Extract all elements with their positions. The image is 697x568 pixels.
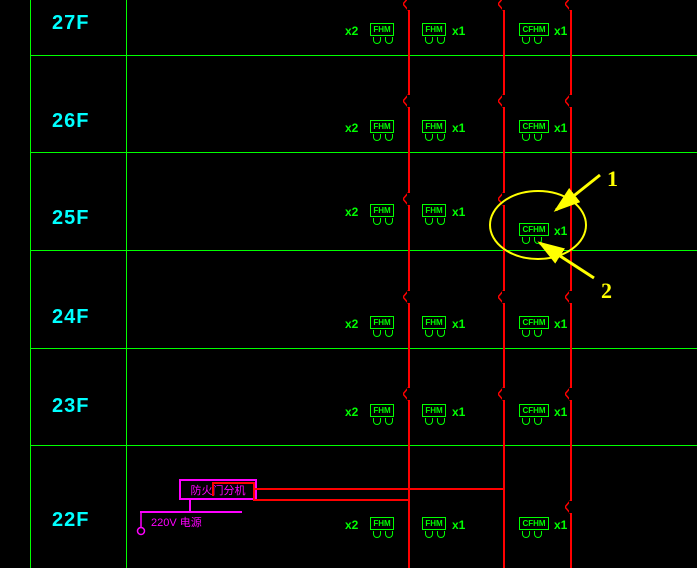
fhm-device: FHM	[422, 23, 446, 44]
wire-hop	[498, 290, 510, 302]
multiplier-label: x1	[452, 405, 465, 419]
multiplier-label: x1	[554, 317, 567, 331]
power-label: 220V 电源	[151, 514, 202, 530]
wire-hop	[565, 0, 577, 9]
fhm-device: FHM	[370, 204, 394, 225]
wire-hop	[565, 94, 577, 106]
multiplier-label: x1	[452, 317, 465, 331]
multiplier-label: x1	[452, 205, 465, 219]
annotation-label: 2	[601, 278, 612, 304]
fhm-device: FHM	[422, 120, 446, 141]
multiplier-label: x2	[345, 24, 358, 38]
floor-divider	[30, 250, 697, 251]
floor-label: 27F	[52, 12, 89, 35]
wire-hop	[498, 0, 510, 9]
floor-divider	[30, 348, 697, 349]
cfhm-device: CFHM	[519, 404, 549, 425]
multiplier-label: x1	[554, 224, 567, 238]
fhm-device: FHM	[370, 120, 394, 141]
floor-divider	[30, 445, 697, 446]
fhm-device: FHM	[422, 517, 446, 538]
multiplier-label: x1	[554, 405, 567, 419]
wire-hop	[498, 94, 510, 106]
wire-hop	[403, 387, 415, 399]
multiplier-label: x1	[554, 518, 567, 532]
floor-divider	[30, 55, 697, 56]
annotation-label: 1	[607, 166, 618, 192]
riser-line	[570, 0, 572, 568]
fhm-device: FHM	[422, 404, 446, 425]
wire-hop	[498, 192, 510, 204]
wire-hop	[403, 290, 415, 302]
floor-label: 24F	[52, 306, 89, 329]
wire-hop	[403, 0, 415, 9]
fhm-device: FHM	[422, 204, 446, 225]
multiplier-label: x1	[554, 121, 567, 135]
multiplier-label: x2	[345, 518, 358, 532]
multiplier-label: x2	[345, 317, 358, 331]
fhm-device: FHM	[370, 316, 394, 337]
floor-label: 22F	[52, 509, 89, 532]
multiplier-label: x1	[452, 121, 465, 135]
fhm-device: FHM	[370, 23, 394, 44]
cfhm-device: CFHM	[519, 517, 549, 538]
floor-label: 26F	[52, 110, 89, 133]
wire-hop	[565, 387, 577, 399]
floor-label: 25F	[52, 207, 89, 230]
ground-icon	[136, 511, 146, 542]
wire-hop	[565, 192, 577, 204]
cfhm-device: CFHM	[519, 223, 549, 244]
floor-label: 23F	[52, 395, 89, 418]
wire-hop	[403, 94, 415, 106]
wire-hop	[498, 387, 510, 399]
cfhm-device: CFHM	[519, 120, 549, 141]
multiplier-label: x2	[345, 205, 358, 219]
fhm-device: FHM	[370, 404, 394, 425]
multiplier-label: x1	[452, 24, 465, 38]
multiplier-label: x2	[345, 405, 358, 419]
riser-line	[503, 0, 505, 488]
fhm-device: FHM	[370, 517, 394, 538]
diagram-stage: 27F 26F 25F 24F 23F 22F x2 FHM FHM x1 CFHM x1 x2 FHM F…	[0, 0, 697, 568]
annotation-layer	[0, 0, 697, 568]
wire-hop	[403, 192, 415, 204]
multiplier-label: x1	[452, 518, 465, 532]
riser-line	[408, 0, 410, 488]
cfhm-device: CFHM	[519, 316, 549, 337]
fhm-device: FHM	[422, 316, 446, 337]
cfhm-device: CFHM	[519, 23, 549, 44]
wire-hop	[565, 290, 577, 302]
multiplier-label: x2	[345, 121, 358, 135]
floor-divider	[30, 152, 697, 153]
multiplier-label: x1	[554, 24, 567, 38]
wire-hop	[565, 500, 577, 512]
